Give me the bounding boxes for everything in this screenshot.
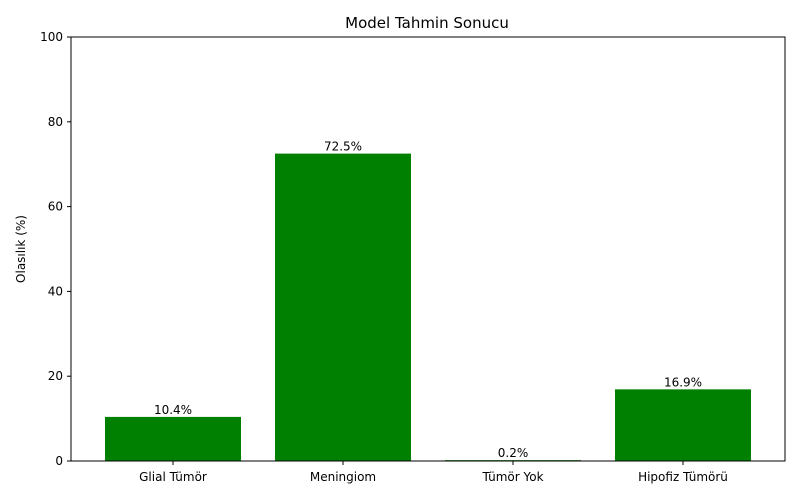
x-tick-label-1: Meningiom <box>310 470 376 484</box>
y-axis: 0 20 40 60 80 100 <box>40 30 71 468</box>
y-tick-label-5: 100 <box>40 30 63 44</box>
x-axis: Glial Tümör Meningiom Tümör Yok Hipofiz Tüm… <box>139 461 728 484</box>
y-tick-label-0: 0 <box>55 454 63 468</box>
data-label-1: 72.5% <box>324 140 362 154</box>
chart-title: Model Tahmin Sonucu <box>345 14 509 32</box>
bar-3 <box>615 389 751 461</box>
bars-layer <box>105 153 751 461</box>
x-tick-label-2: Tümör Yok <box>481 470 543 484</box>
bar-1 <box>275 153 411 461</box>
y-tick-label-1: 20 <box>48 369 63 383</box>
y-tick-label-3: 60 <box>48 200 63 214</box>
x-tick-label-0: Glial Tümör <box>139 470 207 484</box>
bar-0 <box>105 416 241 461</box>
data-labels-layer: 10.4% 72.5% 0.2% 16.9% <box>154 140 702 461</box>
x-tick-label-3: Hipofiz Tümörü <box>638 470 728 484</box>
y-tick-label-2: 40 <box>48 284 63 298</box>
data-label-3: 16.9% <box>664 375 702 389</box>
y-tick-label-4: 80 <box>48 115 63 129</box>
plot-frame <box>70 36 786 462</box>
y-axis-label: Olasılık (%) <box>14 215 28 283</box>
data-label-2: 0.2% <box>498 446 529 460</box>
data-label-0: 10.4% <box>154 403 192 417</box>
